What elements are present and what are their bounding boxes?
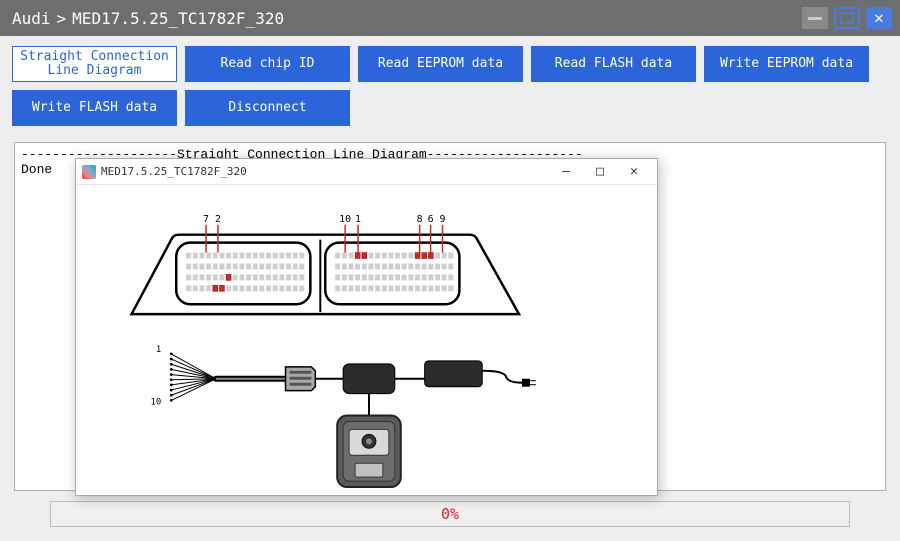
disconnect-button[interactable]: Disconnect [185, 90, 350, 126]
app-icon [82, 165, 96, 179]
progress-bar: 0% [50, 501, 850, 527]
progress-area: 0% [50, 501, 850, 527]
svg-text:2: 2 [215, 214, 221, 225]
write-flash-button[interactable]: Write FLASH data [12, 90, 177, 126]
write-eeprom-button[interactable]: Write EEPROM data [704, 46, 869, 82]
breadcrumb-sep: > [57, 9, 67, 28]
svg-text:7: 7 [203, 214, 209, 225]
svg-text:1: 1 [355, 214, 361, 225]
svg-text:8: 8 [417, 214, 423, 225]
svg-text:10: 10 [151, 398, 162, 408]
app-titlebar: Audi > MED17.5.25_TC1782F_320 ✕ [0, 0, 900, 36]
popup-maximize-button[interactable]: □ [583, 161, 617, 183]
popup-minimize-button[interactable]: — [549, 161, 583, 183]
read-chip-id-button[interactable]: Read chip ID [185, 46, 350, 82]
breadcrumb-leaf: MED17.5.25_TC1782F_320 [72, 9, 284, 28]
line-diagram-button[interactable]: Straight Connection Line Diagram [12, 46, 177, 82]
progress-label: 0% [51, 502, 849, 526]
diagram-popup[interactable]: MED17.5.25_TC1782F_320 — □ ✕ 72 10 1 869 1 10 [75, 158, 658, 496]
popup-titlebar[interactable]: MED17.5.25_TC1782F_320 — □ ✕ [76, 159, 657, 185]
svg-text:6: 6 [428, 214, 434, 225]
popup-close-button[interactable]: ✕ [617, 161, 651, 183]
window-minimize-button[interactable] [802, 7, 828, 29]
svg-text:1: 1 [156, 345, 161, 355]
svg-text:10: 10 [339, 214, 351, 225]
read-flash-button[interactable]: Read FLASH data [531, 46, 696, 82]
breadcrumb-root: Audi [12, 9, 51, 28]
read-eeprom-button[interactable]: Read EEPROM data [358, 46, 523, 82]
window-close-button[interactable]: ✕ [866, 7, 892, 29]
wiring-diagram-svg: 72 10 1 869 1 10 [76, 185, 657, 495]
window-maximize-button[interactable] [834, 7, 860, 29]
action-toolbar: Straight Connection Line DiagramRead chi… [0, 36, 900, 130]
diagram-canvas: 72 10 1 869 1 10 [76, 185, 657, 495]
popup-title: MED17.5.25_TC1782F_320 [101, 165, 247, 178]
svg-text:9: 9 [440, 214, 446, 225]
